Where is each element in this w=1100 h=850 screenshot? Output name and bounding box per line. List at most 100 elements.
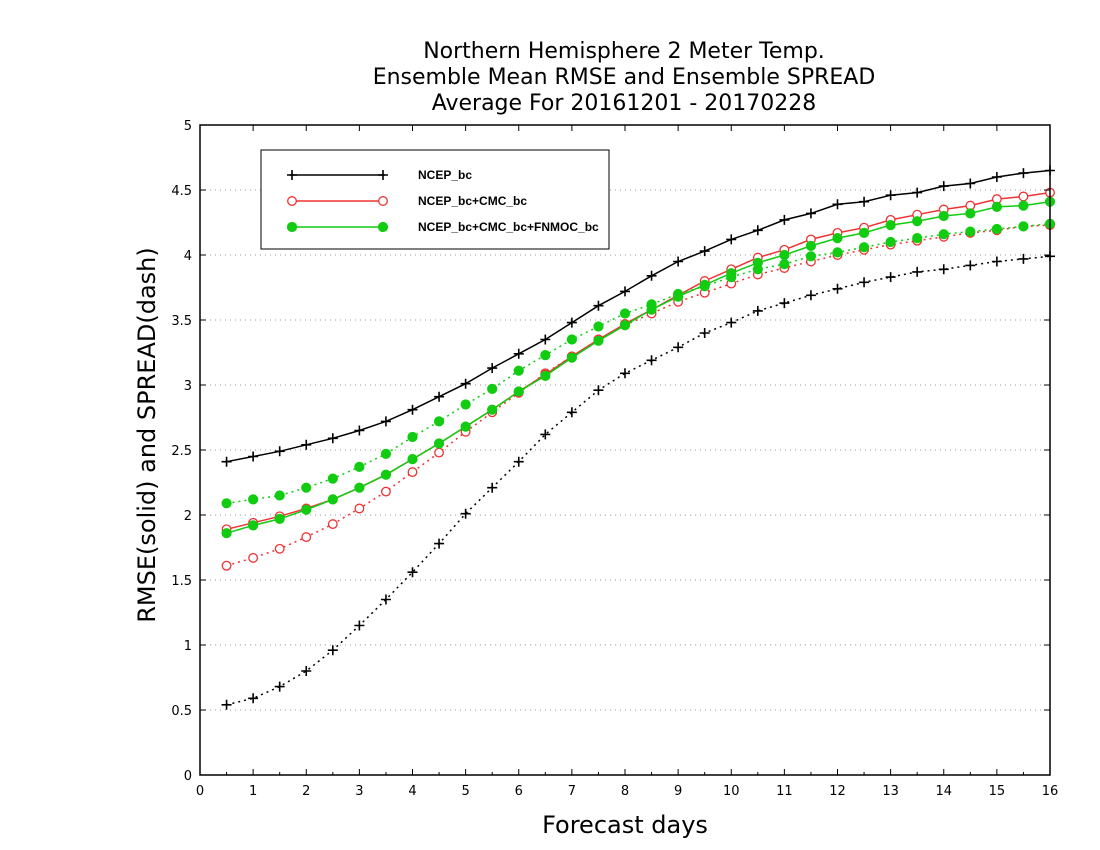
rmse-point bbox=[274, 513, 285, 525]
spread-point bbox=[354, 461, 365, 472]
spread-point bbox=[938, 229, 949, 240]
rmse-point bbox=[487, 404, 498, 415]
rmse-point bbox=[380, 469, 392, 480]
rmse-point bbox=[859, 196, 870, 207]
rmse-point bbox=[805, 240, 817, 251]
spread-line bbox=[226, 255, 1051, 706]
rmse-point bbox=[752, 257, 763, 268]
spread-point bbox=[434, 447, 445, 458]
x-tick-label: 15 bbox=[989, 784, 1006, 799]
rmse-point bbox=[832, 233, 843, 244]
rmse-point bbox=[646, 304, 657, 315]
x-tick-label: 4 bbox=[408, 784, 416, 799]
spread-point bbox=[487, 482, 498, 493]
x-tick-label: 3 bbox=[355, 784, 363, 799]
legend: NCEP_bc NCEP_bc+CMC_bc NCEP_bc+CMC_bc+FNMO… bbox=[260, 149, 610, 250]
legend-label: NCEP_bc bbox=[418, 168, 472, 182]
legend-marker bbox=[287, 170, 297, 180]
rmse-point bbox=[912, 216, 923, 227]
x-tick-label: 9 bbox=[674, 784, 682, 799]
rmse-point bbox=[620, 286, 630, 297]
y-tick-label: 3.5 bbox=[171, 314, 192, 329]
spread-point bbox=[752, 305, 763, 316]
x-tick-label: 0 bbox=[196, 784, 204, 799]
rmse-point bbox=[487, 363, 498, 374]
x-tick-label: 1 bbox=[249, 784, 257, 799]
x-tick-label: 14 bbox=[935, 784, 952, 799]
spread-point bbox=[248, 552, 259, 563]
y-tick-label: 3 bbox=[184, 379, 192, 394]
spread-point bbox=[274, 490, 285, 501]
spread-point bbox=[327, 473, 338, 484]
rmse-point bbox=[673, 291, 684, 302]
spread-point bbox=[726, 317, 737, 328]
rmse-point bbox=[1018, 200, 1029, 211]
rmse-point bbox=[327, 433, 338, 444]
x-tick-label: 12 bbox=[829, 784, 846, 799]
spread-point bbox=[540, 429, 551, 440]
spread-point bbox=[513, 456, 524, 467]
y-tick-label: 4.5 bbox=[171, 184, 192, 199]
spread-point bbox=[805, 251, 817, 262]
rmse-point bbox=[380, 416, 391, 427]
spread-point bbox=[380, 594, 391, 605]
rmse-point bbox=[938, 181, 949, 192]
spread-point bbox=[779, 298, 790, 309]
spread-point bbox=[593, 385, 604, 396]
rmse-point bbox=[566, 352, 577, 363]
x-tick-label: 7 bbox=[568, 784, 576, 799]
legend-marker bbox=[377, 221, 389, 233]
spread-point bbox=[1018, 221, 1029, 232]
rmse-point bbox=[858, 227, 870, 238]
spread-point bbox=[832, 247, 843, 258]
legend-marker bbox=[286, 221, 298, 233]
series-2 bbox=[221, 196, 1056, 539]
rmse-point bbox=[301, 504, 312, 515]
spread-point bbox=[858, 242, 870, 253]
rmse-point bbox=[1018, 168, 1029, 179]
spread-point bbox=[274, 681, 285, 692]
rmse-point bbox=[805, 208, 816, 219]
spread-point bbox=[965, 260, 976, 271]
rmse-point bbox=[885, 190, 896, 201]
legend-marker bbox=[378, 170, 388, 180]
axis-ticks: 0 1 2 3 4 5 6 7 8 9 10 11 12 13 14 15 1600.511.522.533.5… bbox=[171, 119, 1058, 799]
rmse-point bbox=[965, 178, 976, 189]
spread-point bbox=[991, 256, 1002, 267]
title-line: Average For 20161201 - 20170228 bbox=[432, 91, 817, 116]
rmse-line bbox=[226, 200, 1051, 534]
rmse-point bbox=[991, 201, 1002, 212]
spread-point bbox=[912, 266, 923, 277]
rmse-point bbox=[673, 256, 684, 267]
spread-point bbox=[434, 538, 445, 549]
rmse-point bbox=[912, 187, 923, 198]
rmse-point bbox=[885, 220, 896, 231]
spread-point bbox=[540, 350, 551, 361]
legend-label: NCEP_bc+CMC_bc bbox=[418, 194, 527, 208]
x-axis-label: Forecast days bbox=[542, 811, 708, 839]
rmse-point bbox=[619, 320, 631, 331]
spread-point bbox=[487, 383, 498, 394]
y-tick-label: 2 bbox=[184, 509, 192, 524]
rmse-point bbox=[327, 494, 338, 505]
spread-point bbox=[327, 645, 338, 656]
rmse-point bbox=[938, 210, 949, 222]
rmse-point bbox=[434, 391, 445, 402]
spread-point bbox=[885, 272, 896, 283]
spread-point bbox=[301, 532, 312, 543]
x-tick-label: 2 bbox=[302, 784, 310, 799]
spread-point bbox=[301, 482, 312, 493]
rmse-point bbox=[646, 270, 657, 281]
y-tick-label: 5 bbox=[184, 119, 192, 134]
gridlines bbox=[200, 189, 1050, 711]
rmse-point bbox=[301, 439, 312, 450]
rmse-point bbox=[699, 279, 710, 290]
series-layer bbox=[221, 165, 1056, 710]
title-line: Ensemble Mean RMSE and Ensemble SPREAD bbox=[373, 65, 876, 90]
y-tick-label: 4 bbox=[184, 249, 192, 264]
rmse-point bbox=[248, 520, 259, 531]
spread-point bbox=[699, 328, 710, 338]
x-tick-label: 5 bbox=[461, 784, 469, 799]
y-axis-label: RMSE(solid) and SPREAD(dash) bbox=[133, 247, 161, 623]
